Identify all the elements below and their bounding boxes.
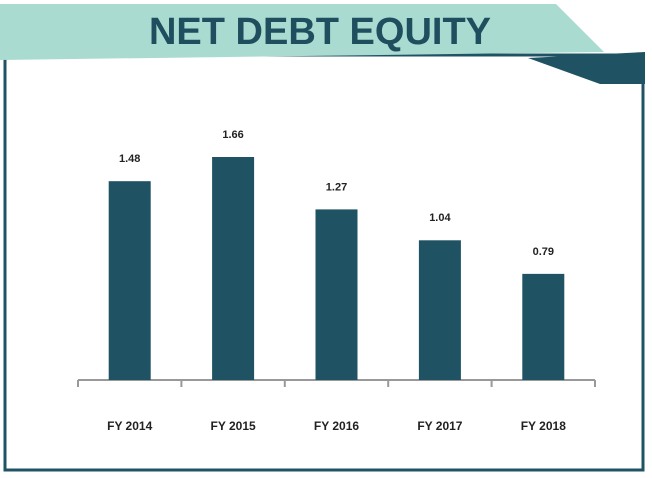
data-label: 0.79	[533, 246, 554, 258]
data-label: 1.48	[119, 153, 140, 165]
x-tick-label: FY 2017	[417, 419, 462, 433]
banner	[0, 4, 604, 60]
bar	[418, 240, 461, 380]
chart-title: NET DEBT EQUITY	[149, 11, 491, 53]
bar	[315, 209, 358, 380]
banner-shadow	[528, 52, 645, 84]
data-label: 1.27	[326, 181, 347, 193]
x-tick-label: FY 2015	[211, 419, 256, 433]
bar	[108, 181, 151, 380]
x-tick-label: FY 2014	[107, 419, 152, 433]
bar	[522, 273, 565, 380]
data-label: 1.04	[429, 212, 451, 224]
bar	[212, 157, 255, 380]
x-tick-label: FY 2018	[521, 419, 566, 433]
data-label: 1.66	[222, 129, 243, 141]
x-tick-label: FY 2016	[314, 419, 359, 433]
